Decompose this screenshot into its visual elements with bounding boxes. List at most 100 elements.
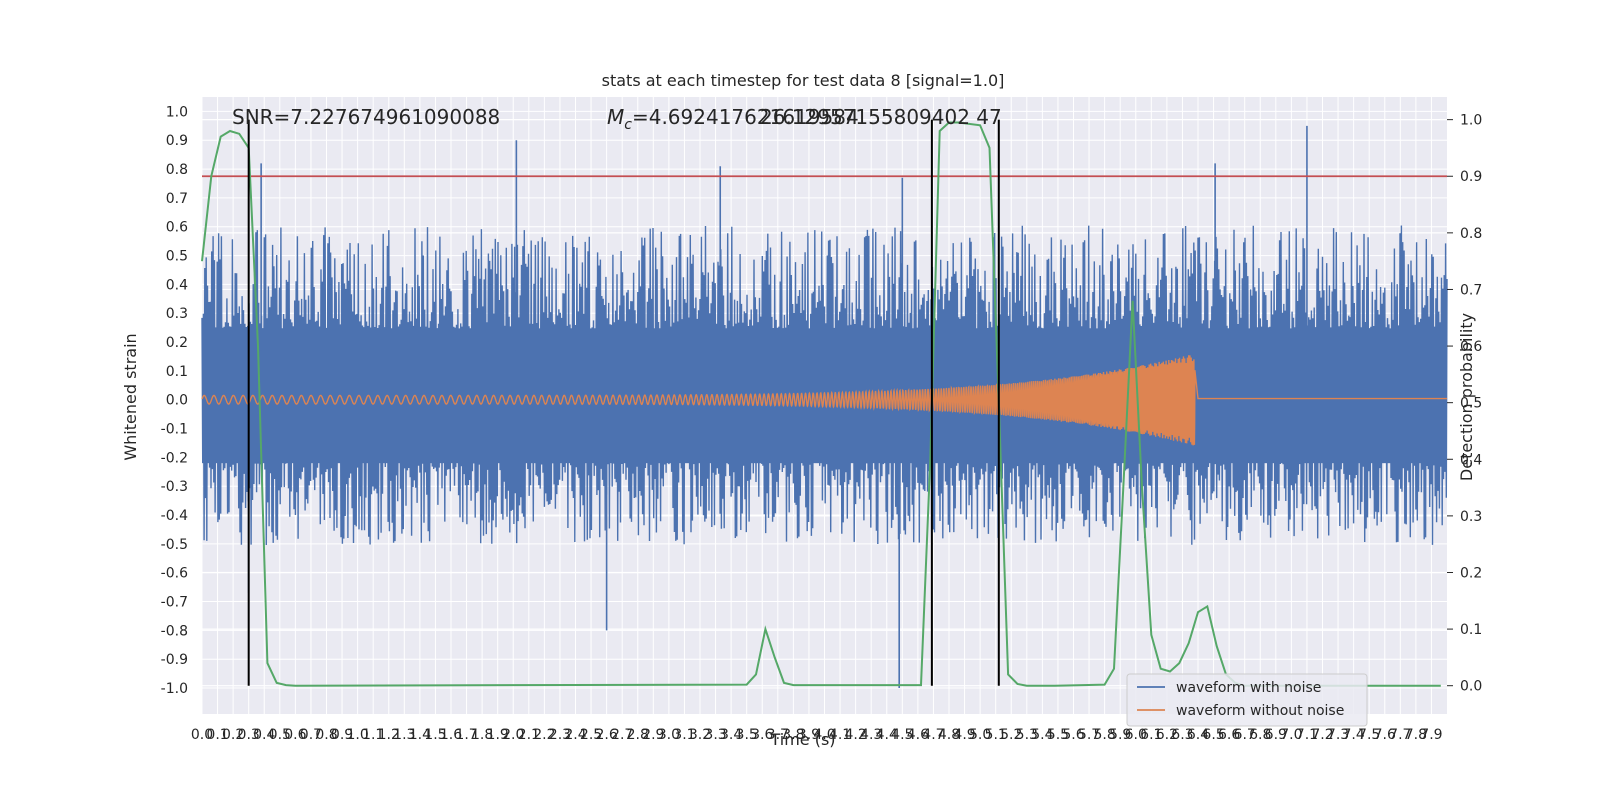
x-tick-label: 7.0 (1280, 727, 1302, 743)
y-tick-label-right: 1.0 (1460, 113, 1482, 129)
legend: waveform with noise waveform without noi… (1126, 673, 1368, 727)
x-tick-label: 2.8 (627, 727, 649, 743)
y-tick-label-left: -0.7 (161, 595, 188, 611)
x-tick-label: 1.4 (409, 727, 431, 743)
detection-probability-series (201, 121, 1447, 687)
legend-box (1126, 673, 1368, 727)
x-tick-label: 5.6 (1062, 727, 1084, 743)
y-tick-label-right: 0.7 (1460, 282, 1482, 298)
x-tick-label: 5.0 (969, 727, 991, 743)
x-tick-label: 5.1 (985, 727, 1007, 743)
x-tick-label: 4.2 (844, 727, 866, 743)
y-axis-label-left: Whitened strain (121, 333, 140, 460)
x-tick-label: 6.8 (1249, 727, 1271, 743)
x-tick-label: 0.4 (253, 727, 275, 743)
x-tick-label: 5.5 (1047, 727, 1069, 743)
x-tick-label: 5.9 (1109, 727, 1131, 743)
x-tick-label: 1.1 (362, 727, 384, 743)
x-tick-label: 4.1 (829, 727, 851, 743)
chirp-mass-annotation: Mc=4.692417621619584 (607, 105, 859, 133)
x-tick-label: 0.9 (331, 727, 353, 743)
x-tick-label: 3.6 (751, 727, 773, 743)
y-tick-label-right: 0.5 (1460, 396, 1482, 412)
x-tick-label: 1.8 (471, 727, 493, 743)
x-tick-label: 1.0 (346, 727, 368, 743)
x-tick-label: 3.8 (782, 727, 804, 743)
y-tick-label-left: 1.0 (166, 104, 188, 120)
x-tick-label: 6.5 (1202, 727, 1224, 743)
y-tick-label-left: 0.2 (166, 335, 188, 351)
x-tick-label: 1.5 (424, 727, 446, 743)
y-tick-label-right: 0.4 (1460, 452, 1482, 468)
y-tick-label-left: -0.4 (161, 508, 188, 524)
y-tick-label-right: 0.6 (1460, 339, 1482, 355)
x-tick-label: 7.3 (1327, 727, 1349, 743)
x-tick-label: 2.6 (595, 727, 617, 743)
x-tick-label: 4.6 (907, 727, 929, 743)
x-tick-label: 4.5 (891, 727, 913, 743)
y-tick-label-left: 0.0 (166, 393, 188, 409)
x-tick-label: 7.2 (1311, 727, 1333, 743)
y-tick-label-right: 0.8 (1460, 226, 1482, 242)
x-tick-label: 7.4 (1342, 727, 1364, 743)
x-tick-label: 7.5 (1358, 727, 1380, 743)
x-tick-label: 6.6 (1218, 727, 1240, 743)
x-tick-label: 2.1 (518, 727, 540, 743)
x-tick-label: 0.8 (315, 727, 337, 743)
x-tick-label: 0.0 (191, 727, 213, 743)
noisy-waveform-dense-band (202, 350, 1447, 464)
x-tick-label: 6.9 (1265, 727, 1287, 743)
x-tick-label: 0.1 (206, 727, 228, 743)
clean-waveform-series (201, 355, 1447, 446)
y-tick-label-right: 0.0 (1460, 679, 1482, 695)
x-tick-label: 5.8 (1093, 727, 1115, 743)
x-tick-label: 7.9 (1420, 727, 1442, 743)
y-tick-label-left: 0.1 (166, 364, 188, 380)
x-tick-label: 3.4 (720, 727, 742, 743)
clean-waveform-line (201, 355, 1447, 446)
x-tick-label: 4.9 (953, 727, 975, 743)
y-tick-label-left: 0.4 (166, 277, 188, 293)
detection-probability-line (201, 121, 1441, 687)
x-tick-label: 4.8 (938, 727, 960, 743)
x-tick-label: 0.2 (222, 727, 244, 743)
y-tick-label-left: -0.1 (161, 422, 188, 438)
chart-title: stats at each timestep for test data 8 [… (602, 71, 1005, 90)
x-tick-label: 2.0 (502, 727, 524, 743)
x-tick-label: 4.7 (922, 727, 944, 743)
y-tick-label-left: 0.5 (166, 249, 188, 265)
legend-label-clean: waveform without noise (1176, 703, 1344, 719)
x-tick-label: 4.4 (876, 727, 898, 743)
x-tick-label: 3.9 (798, 727, 820, 743)
axes: 0.00.10.20.30.40.50.60.70.80.91.01.11.21… (161, 104, 1483, 743)
x-tick-label: 6.2 (1156, 727, 1178, 743)
noisy-waveform-series (201, 125, 1448, 689)
x-tick-label: 7.6 (1374, 727, 1396, 743)
x-tick-label: 5.7 (1078, 727, 1100, 743)
x-tick-label: 7.7 (1389, 727, 1411, 743)
y-tick-label-left: -0.5 (161, 537, 188, 553)
x-tick-label: 6.3 (1171, 727, 1193, 743)
chirp-mass-symbol: M (607, 105, 624, 129)
noisy-waveform-line (201, 225, 1448, 546)
y-tick-label-right: 0.1 (1460, 622, 1482, 638)
y-tick-label-left: 0.6 (166, 220, 188, 236)
y-axis-label-right: Detection probability (1457, 313, 1476, 481)
x-tick-label: 2.5 (580, 727, 602, 743)
x-tick-label: 5.3 (1016, 727, 1038, 743)
y-tick-label-left: 0.3 (166, 306, 188, 322)
chirp-mass-value: =4.692417621619584 (632, 105, 859, 129)
y-tick-label-right: 0.2 (1460, 565, 1482, 581)
x-tick-label: 5.2 (1000, 727, 1022, 743)
x-axis-label: Time (s) (769, 730, 835, 749)
y-tick-label-left: 0.9 (166, 133, 188, 149)
y-tick-label-left: -0.9 (161, 652, 188, 668)
x-tick-label: 3.1 (673, 727, 695, 743)
x-tick-label: 6.4 (1187, 727, 1209, 743)
x-tick-label: 3.2 (689, 727, 711, 743)
x-tick-label: 1.2 (378, 727, 400, 743)
legend-label-noisy: waveform with noise (1176, 680, 1321, 696)
x-tick-label: 3.3 (704, 727, 726, 743)
x-tick-label: 2.4 (564, 727, 586, 743)
